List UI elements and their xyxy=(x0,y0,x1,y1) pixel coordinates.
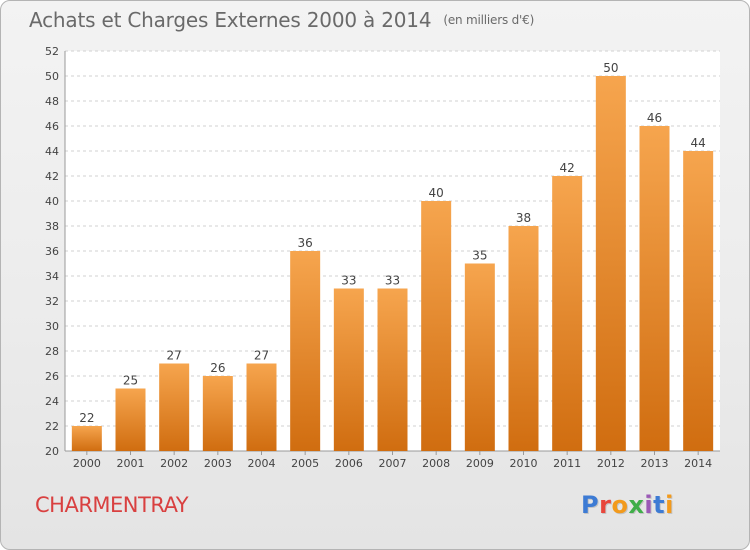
bar-2003 xyxy=(202,376,233,451)
x-tick-label: 2000 xyxy=(73,457,101,470)
y-tick-label: 34 xyxy=(45,270,59,283)
y-tick-label: 22 xyxy=(45,420,59,433)
data-label-2007: 33 xyxy=(385,274,400,288)
x-tick-label: 2010 xyxy=(510,457,538,470)
bar-2014 xyxy=(683,151,714,451)
data-label-2009: 35 xyxy=(472,249,487,263)
bar-2010 xyxy=(508,226,539,451)
x-tick-label: 2002 xyxy=(160,457,188,470)
data-label-2006: 33 xyxy=(341,274,356,288)
logo-letter: i xyxy=(644,491,654,519)
proxiti-logo: Proxiti xyxy=(581,491,674,519)
data-label-2001: 25 xyxy=(123,374,138,388)
y-tick-label: 40 xyxy=(45,195,59,208)
y-tick-label: 52 xyxy=(45,45,59,58)
bar-2008 xyxy=(421,201,452,451)
y-tick-label: 44 xyxy=(45,145,59,158)
bar-2009 xyxy=(464,263,495,451)
logo-letter: o xyxy=(611,491,629,519)
logo-letter: r xyxy=(599,491,612,519)
bar-2001 xyxy=(115,388,146,451)
bar-2002 xyxy=(159,363,190,451)
logo-letter: t xyxy=(653,491,666,519)
data-label-2005: 36 xyxy=(298,236,313,250)
chart-unit: (en milliers d'€) xyxy=(443,13,535,27)
y-tick-label: 46 xyxy=(45,120,59,133)
logo-letter: i xyxy=(665,491,674,519)
data-label-2003: 26 xyxy=(210,361,225,375)
y-tick-label: 28 xyxy=(45,345,59,358)
bar-2004 xyxy=(246,363,277,451)
data-label-2013: 46 xyxy=(647,111,662,125)
data-label-2004: 27 xyxy=(254,349,269,363)
y-tick-label: 50 xyxy=(45,70,59,83)
y-tick-label: 20 xyxy=(45,445,59,458)
y-tick-label: 26 xyxy=(45,370,59,383)
bar-2000 xyxy=(71,426,102,451)
data-label-2008: 40 xyxy=(429,186,444,200)
data-label-2014: 44 xyxy=(691,136,706,150)
logo-letter: x xyxy=(628,491,645,519)
x-tick-label: 2008 xyxy=(422,457,450,470)
x-tick-label: 2007 xyxy=(379,457,407,470)
data-label-2010: 38 xyxy=(516,211,531,225)
y-tick-label: 36 xyxy=(45,245,59,258)
y-tick-label: 48 xyxy=(45,95,59,108)
chart-title-text: Achats et Charges Externes 2000 à 2014 xyxy=(29,8,432,32)
y-tick-label: 24 xyxy=(45,395,59,408)
bar-2007 xyxy=(377,288,408,451)
x-tick-label: 2006 xyxy=(335,457,363,470)
x-tick-label: 2009 xyxy=(466,457,494,470)
logo-letter: P xyxy=(581,491,600,519)
bar-2013 xyxy=(639,126,670,451)
bar-2012 xyxy=(595,76,626,451)
y-tick-label: 42 xyxy=(45,170,59,183)
bar-2005 xyxy=(290,251,321,451)
x-tick-label: 2011 xyxy=(553,457,581,470)
x-tick-label: 2003 xyxy=(204,457,232,470)
data-label-2000: 22 xyxy=(79,411,94,425)
x-tick-label: 2012 xyxy=(597,457,625,470)
x-tick-label: 2013 xyxy=(641,457,669,470)
chart-title: Achats et Charges Externes 2000 à 2014 (e… xyxy=(29,8,534,32)
data-label-2002: 27 xyxy=(167,349,182,363)
bar-2011 xyxy=(552,176,583,451)
bar-2006 xyxy=(333,288,364,451)
x-tick-label: 2004 xyxy=(248,457,276,470)
y-tick-label: 30 xyxy=(45,320,59,333)
data-label-2012: 50 xyxy=(603,61,618,75)
y-tick-label: 38 xyxy=(45,220,59,233)
y-tick-label: 32 xyxy=(45,295,59,308)
x-tick-label: 2005 xyxy=(291,457,319,470)
data-label-2011: 42 xyxy=(560,161,575,175)
x-tick-label: 2001 xyxy=(117,457,145,470)
x-tick-label: 2014 xyxy=(684,457,712,470)
place-name: CHARMENTRAY xyxy=(35,493,189,517)
